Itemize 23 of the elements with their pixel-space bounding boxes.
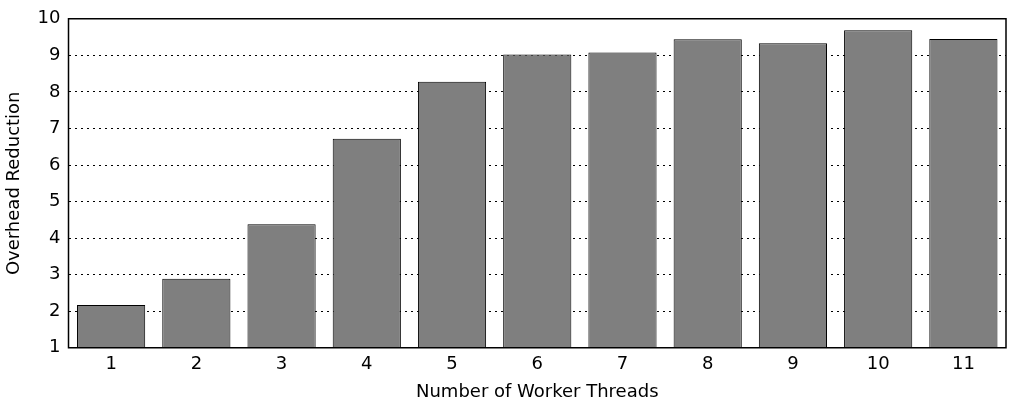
x-tick-label: 1	[105, 352, 117, 374]
x-tick-label: 7	[616, 352, 629, 374]
x-tick-label: 10	[866, 352, 890, 374]
y-tick-label: 2	[49, 298, 61, 320]
x-tick-label: 8	[701, 352, 714, 374]
x-axis-title: Number of Worker Threads	[415, 379, 659, 401]
y-axis-title: Overhead Reduction	[2, 91, 24, 276]
x-tick-label: 3	[275, 352, 288, 374]
y-tick-label: 1	[49, 335, 61, 357]
y-tick-label: 7	[49, 116, 61, 138]
x-tick-label: 5	[446, 352, 458, 374]
y-tick-label: 3	[49, 262, 61, 284]
x-tick-label: 2	[190, 352, 203, 374]
y-tick-label: 9	[49, 43, 61, 65]
y-tick-label: 6	[49, 152, 61, 174]
x-tick-label: 11	[951, 352, 975, 374]
y-tick-label: 5	[49, 189, 61, 211]
y-tick-label: 4	[49, 225, 61, 247]
x-tick-label: 6	[531, 352, 543, 374]
y-tick-label: 8	[49, 79, 61, 101]
x-tick-label: 9	[787, 352, 799, 374]
x-tick-label: 4	[361, 352, 373, 374]
y-tick-label: 10	[37, 6, 61, 28]
